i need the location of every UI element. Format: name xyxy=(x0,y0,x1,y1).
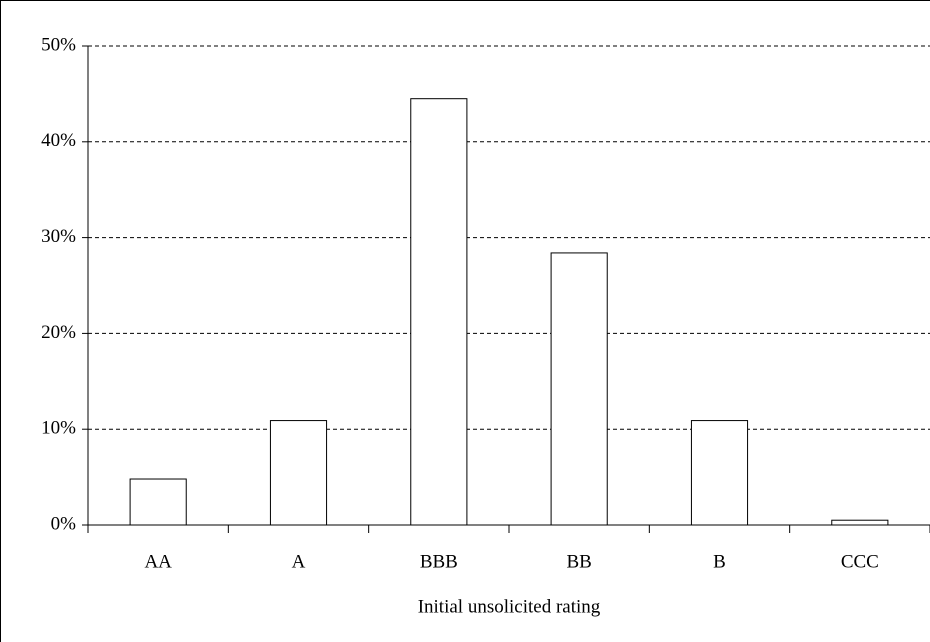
x-tick-label: AA xyxy=(144,551,172,572)
bar xyxy=(550,252,608,526)
y-tick-label: 30% xyxy=(41,226,76,247)
y-tick-label: 20% xyxy=(41,322,76,343)
bar xyxy=(410,98,468,526)
y-tick-label: 50% xyxy=(41,34,76,55)
x-axis-label: Initial unsolicited rating xyxy=(418,596,601,617)
y-tick-label: 40% xyxy=(41,130,76,151)
bar xyxy=(269,420,328,526)
bar xyxy=(129,478,187,526)
bar xyxy=(831,519,889,526)
x-tick-label: A xyxy=(292,551,306,572)
y-tick-label: 0% xyxy=(51,513,77,534)
bar xyxy=(690,420,749,526)
x-tick-label: B xyxy=(713,551,726,572)
y-tick-label: 10% xyxy=(41,418,76,439)
x-tick-label: BBB xyxy=(420,551,458,572)
x-tick-label: CCC xyxy=(841,551,879,572)
x-tick-label: BB xyxy=(566,551,591,572)
